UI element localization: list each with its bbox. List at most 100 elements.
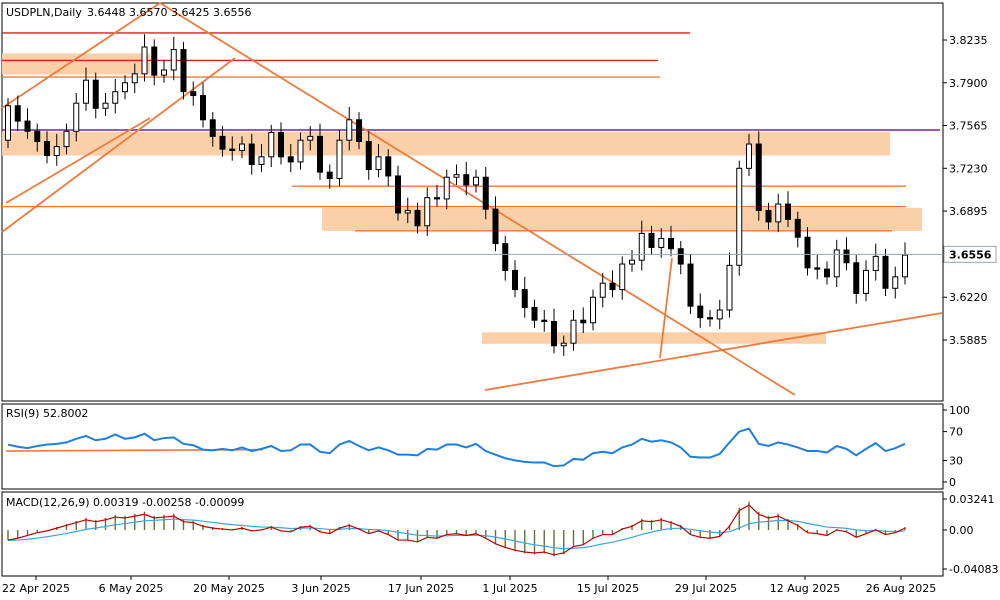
candle [278, 122, 284, 165]
candle [814, 255, 821, 280]
candle [794, 211, 801, 248]
candle [63, 123, 70, 155]
price-tick-label: 3.7900 [949, 77, 988, 90]
candle-body [765, 209, 772, 223]
candle [892, 266, 899, 299]
candle [775, 193, 782, 233]
candle-body [112, 91, 119, 104]
candle [24, 108, 31, 139]
candle [463, 161, 470, 196]
price-tick-label: 3.6220 [949, 291, 988, 304]
candle [707, 310, 713, 327]
candle-body [365, 140, 372, 171]
candle-body [502, 243, 509, 271]
macd-title: MACD(12,26,9) 0.00319 -0.00258 -0.00099 [6, 496, 244, 509]
date-tick-label: 1 Jul 2025 [482, 582, 537, 595]
trendline-0 [1, 2, 161, 109]
candle [151, 39, 158, 86]
candle [570, 310, 577, 351]
candle [161, 59, 167, 83]
candle-body [882, 255, 889, 289]
candle [92, 72, 99, 119]
candle-body [73, 102, 80, 132]
candle [44, 131, 50, 164]
candle [473, 169, 479, 193]
zone-3 [482, 332, 826, 344]
candle-body [404, 209, 411, 214]
candle-body [531, 306, 538, 321]
candle [580, 307, 587, 333]
candle-body [200, 95, 206, 121]
candle-body [453, 174, 460, 178]
candle-body [716, 309, 723, 320]
candle-body [551, 320, 557, 347]
candle [882, 248, 889, 296]
zone-2 [322, 207, 922, 231]
candle [609, 270, 616, 298]
candle [677, 241, 684, 275]
candle [755, 131, 762, 221]
macd-signal-line [7, 518, 906, 550]
candle [14, 95, 21, 132]
candle-body [794, 218, 801, 238]
candle [843, 237, 850, 271]
date-tick-label: 17 Jun 2025 [388, 582, 454, 595]
candle [219, 126, 226, 157]
candle [629, 250, 635, 272]
candle [404, 197, 411, 224]
date-tick-label: 29 Jul 2025 [675, 582, 737, 595]
current-price-label: 3.6556 [949, 248, 992, 261]
candle-body [268, 132, 275, 158]
candle [619, 256, 626, 300]
candle-body [492, 208, 499, 245]
candle-body [151, 46, 158, 76]
candle-body [638, 232, 645, 261]
candle-body [814, 267, 821, 270]
trendline-4 [484, 312, 943, 391]
candle [112, 78, 119, 114]
candle-body [219, 135, 226, 150]
macd-axis: 0.03241 0.00 -0.04083 [943, 493, 998, 576]
candle [804, 227, 811, 276]
candle-body [190, 91, 197, 97]
candle-body [356, 119, 362, 142]
price-tick-label: 3.5885 [949, 334, 988, 347]
candle-body [892, 276, 899, 289]
candle [307, 126, 314, 151]
candle [658, 228, 665, 258]
symbol-label: USDPLN,Daily [6, 6, 82, 19]
candle [122, 75, 128, 100]
candle [317, 123, 323, 180]
candle-body [677, 248, 684, 265]
candle-body [24, 120, 31, 132]
candle-body [385, 156, 392, 177]
candle-body [395, 175, 401, 214]
price-tick-label: 3.8235 [949, 34, 988, 47]
rsi-tick-label: 70 [949, 426, 963, 439]
candle-body [687, 263, 694, 307]
candle-body [570, 319, 577, 344]
candle-body [375, 156, 382, 171]
candle [102, 92, 109, 116]
candle [34, 123, 41, 152]
candle [863, 260, 869, 302]
candle [443, 169, 450, 210]
candle [83, 67, 89, 111]
candle-body [590, 296, 596, 324]
candle-body [541, 319, 548, 322]
candle-body [229, 148, 236, 151]
rsi-axis: 100 70 30 0 [943, 404, 970, 489]
candle [833, 239, 840, 288]
candle-body [668, 238, 674, 250]
date-axis: 22 Apr 2025 6 May 2025 20 May 2025 3 Jun 20… [2, 576, 936, 595]
candle-body [414, 209, 421, 227]
candle-body [297, 139, 304, 163]
candle [170, 36, 177, 81]
candle-body [599, 282, 606, 298]
zone-0 [2, 53, 150, 75]
candle-body [521, 289, 528, 308]
candle-body [180, 49, 187, 93]
candle-body [326, 171, 333, 180]
candle-body [53, 146, 60, 157]
